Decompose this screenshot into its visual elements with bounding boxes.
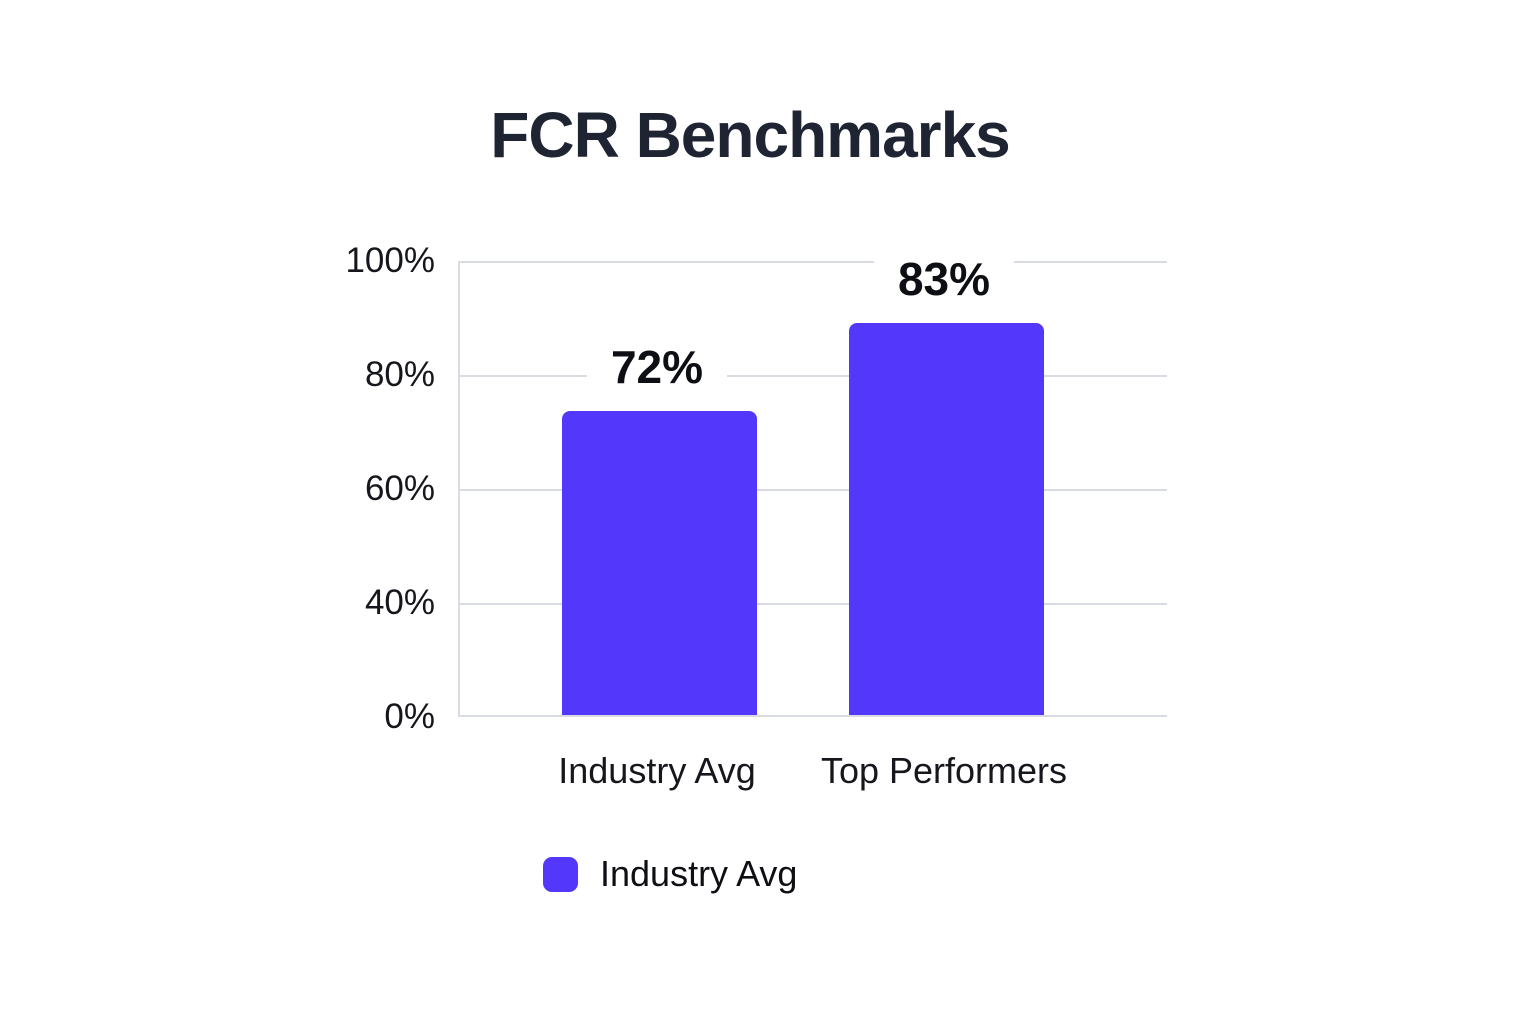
plot-area	[458, 261, 1167, 717]
gridline	[460, 489, 1167, 491]
bar-industry-avg	[562, 411, 757, 715]
gridline	[460, 261, 1167, 263]
y-axis-tick-label: 60%	[364, 469, 435, 508]
y-axis-tick-label: 0%	[384, 697, 435, 736]
chart-title: FCR Benchmarks	[490, 99, 1011, 171]
legend: Industry Avg	[543, 853, 797, 895]
y-axis-tick-label: 100%	[345, 241, 435, 280]
legend-swatch-icon	[543, 856, 578, 892]
bar-value-label: 72%	[586, 343, 728, 391]
gridline	[460, 375, 1167, 377]
y-axis-tick-label: 80%	[364, 355, 435, 394]
x-axis-category-label: Top Performers	[820, 750, 1068, 791]
y-axis-tick-label: 40%	[364, 583, 435, 622]
bar-value-label: 83%	[873, 255, 1015, 303]
legend-label: Industry Avg	[600, 853, 798, 894]
gridline	[460, 603, 1167, 605]
x-axis-category-label: Industry Avg	[558, 750, 756, 791]
gridline	[460, 715, 1167, 717]
bar-top-performers	[849, 323, 1044, 715]
